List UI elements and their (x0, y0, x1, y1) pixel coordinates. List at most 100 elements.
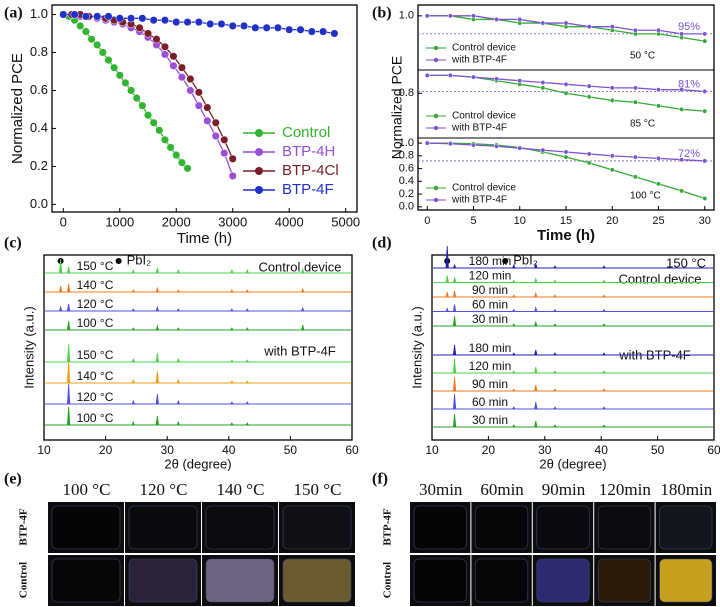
diffraction-peak (534, 384, 538, 392)
legend-label: with BTP-4F (451, 123, 507, 134)
x-tick-label: 4000 (275, 214, 304, 229)
column-label: 180min (660, 480, 712, 499)
data-point (115, 71, 124, 80)
plot-frame (43, 254, 353, 441)
diffraction-peak (553, 294, 557, 298)
data-point (183, 164, 192, 173)
data-point (220, 135, 229, 144)
trace-label: 60 min (472, 298, 508, 312)
row-label: BTP-4F (382, 508, 394, 546)
x-tick-label: 2000 (162, 214, 191, 229)
diffraction-peak (534, 366, 538, 374)
x-tick-label: 25 (652, 215, 664, 227)
data-point (609, 153, 615, 159)
data-point (563, 149, 569, 155)
diffraction-peak (512, 424, 516, 428)
diffraction-peak (512, 388, 516, 392)
y-axis-label: Intensity (a.u.) (409, 306, 424, 388)
diffraction-peak (512, 323, 516, 327)
diffraction-peak (534, 349, 538, 356)
data-point (160, 135, 170, 144)
legend-label: BTP-4Cl (282, 162, 339, 179)
diffraction-peak (155, 370, 159, 384)
legend-label: Control device (452, 111, 516, 122)
data-point (183, 18, 192, 27)
data-point (494, 16, 500, 22)
x-axis-label: 2θ (degree) (539, 456, 606, 471)
diffraction-peak (512, 279, 516, 283)
data-point (424, 140, 430, 146)
data-point (586, 83, 592, 89)
diffraction-peak (131, 268, 135, 274)
diffraction-peak (67, 360, 71, 384)
group-title: with BTP-4F (263, 343, 336, 358)
photo (282, 558, 352, 603)
y-tick-label: 0.4 (30, 120, 48, 135)
data-point (702, 108, 708, 114)
diffraction-peak (452, 290, 457, 298)
trace-label: 90 min (472, 283, 508, 297)
diffraction-peak (534, 320, 538, 327)
diffraction-peak (602, 388, 606, 392)
x-tick-label: 20 (482, 443, 496, 457)
data-point (447, 13, 453, 19)
y-tick-label: 1.0 (30, 6, 48, 21)
data-point (135, 23, 144, 32)
diffraction-peak (445, 307, 449, 312)
diffraction-peak (553, 352, 557, 356)
diffraction-peak (131, 308, 135, 312)
data-point (563, 81, 569, 87)
diffraction-peak (452, 413, 457, 428)
data-point (609, 97, 615, 103)
column-label: 60min (480, 480, 524, 499)
data-point (563, 20, 569, 26)
diffraction-peak (67, 406, 71, 426)
data-point (251, 23, 260, 32)
diffraction-peak (59, 258, 63, 274)
diffraction-peak (452, 393, 457, 410)
legend-label: Control device (452, 43, 516, 54)
diffraction-peak (553, 279, 557, 283)
data-point (656, 103, 661, 109)
y-tick-label: 0.2 (30, 158, 48, 173)
data-point (169, 52, 178, 61)
data-point (679, 188, 685, 194)
data-point (211, 131, 220, 141)
data-point (471, 13, 476, 19)
data-point (471, 142, 476, 148)
diffraction-peak (155, 393, 159, 405)
diffraction-peak (245, 327, 249, 331)
data-point (138, 101, 147, 110)
data-point (609, 24, 615, 30)
y-tick-label: 0.8 (399, 150, 414, 162)
data-point (186, 86, 195, 95)
data-point (239, 21, 249, 30)
trace-label: 30 min (472, 312, 508, 326)
data-point (679, 87, 685, 93)
reference-label: 95% (678, 21, 700, 33)
condition-label: 150 °C (666, 255, 706, 270)
data-point (155, 126, 164, 135)
data-point (632, 154, 638, 160)
legend-marker (433, 125, 439, 131)
trace-label: 180 min (469, 254, 512, 268)
diffraction-peak (131, 378, 135, 384)
photo (413, 505, 467, 550)
data-point (160, 50, 170, 59)
legend-marker (433, 57, 439, 63)
row-label: BTP-4F (18, 508, 30, 546)
diffraction-peak (512, 370, 516, 374)
data-point (177, 158, 186, 167)
x-tick-label: 10 (37, 443, 51, 457)
data-point (115, 14, 124, 23)
diffraction-peak (230, 327, 234, 331)
x-tick-label: 50 (284, 443, 298, 457)
x-tick-label: 60 (345, 443, 359, 457)
panel-label: (c) (4, 235, 22, 252)
data-point (632, 174, 638, 180)
diffraction-peak (602, 370, 606, 374)
diffraction-peak (230, 422, 234, 426)
data-point (679, 157, 685, 163)
